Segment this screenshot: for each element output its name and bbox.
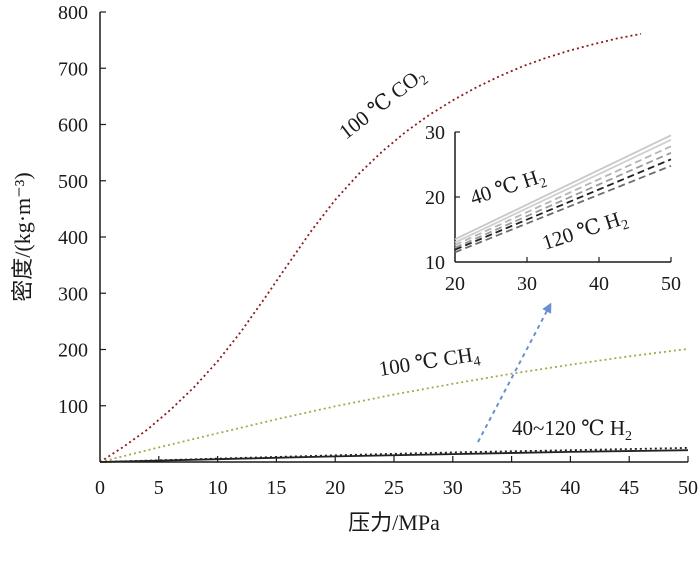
series-line-0 xyxy=(99,33,642,463)
series-line-1 xyxy=(99,348,689,463)
x-tick-label: 35 xyxy=(502,477,522,499)
y-tick-label: 700 xyxy=(58,58,88,80)
x-tick-label: 5 xyxy=(154,477,164,499)
h2-label: 40~120 ℃ H2 xyxy=(512,416,632,444)
inset-pointer-arrow xyxy=(477,302,552,443)
inset-x-tick-label: 50 xyxy=(661,273,681,295)
co2-label-text: 100 ℃ CO xyxy=(334,67,423,144)
inset-x-tick-label: 20 xyxy=(445,273,465,295)
x-axis-title: 压力/MPa xyxy=(348,510,440,535)
inset-series-line-2 xyxy=(454,145,672,246)
x-tick-label: 20 xyxy=(325,477,345,499)
y-axis-title: 密度/(kg·m⁻³) xyxy=(10,172,35,301)
y-tick-label: 400 xyxy=(58,227,88,249)
x-tick-label: 40 xyxy=(560,477,580,499)
inset-series-line-0 xyxy=(454,134,672,241)
inset-series-line-3 xyxy=(454,151,672,249)
y-tick-label: 200 xyxy=(58,340,88,362)
series-line-2 xyxy=(99,447,689,463)
inset-x-tick-label: 30 xyxy=(517,273,537,295)
x-tick-label: 45 xyxy=(619,477,639,499)
co2-label: 100 ℃ CO2 xyxy=(334,62,431,147)
x-tick-label: 15 xyxy=(266,477,286,499)
y-tick-label: 100 xyxy=(58,396,88,418)
inset-y-tick-label: 10 xyxy=(425,252,445,274)
x-tick-label: 30 xyxy=(443,477,463,499)
inset-background xyxy=(455,132,671,264)
inset-120c-label-sub: 2 xyxy=(620,217,631,233)
inset-y-tick-label: 30 xyxy=(425,122,445,144)
inset-y-tick-label: 20 xyxy=(425,187,445,209)
inset-series-line-5 xyxy=(454,164,672,254)
inset-series-line-4 xyxy=(454,158,672,251)
x-tick-label: 0 xyxy=(95,477,105,499)
ch4-label-sub: 4 xyxy=(473,354,482,370)
x-tick-label: 25 xyxy=(384,477,404,499)
y-tick-label: 600 xyxy=(58,115,88,137)
ch4-label: 100 ℃ CH4 xyxy=(377,341,482,385)
inset-40c-label-sub: 2 xyxy=(538,175,549,191)
ch4-label-text: 100 ℃ CH xyxy=(377,342,474,381)
y-tick-label: 300 xyxy=(58,283,88,305)
h2-label-sub: 2 xyxy=(625,429,632,444)
h2-label-text: 40~120 ℃ H xyxy=(512,416,625,440)
x-tick-label: 50 xyxy=(678,477,698,499)
main-axis-ticks: 0 5 10 15 20 25 30 35 40 45 50 100 200 300 400 500 600 70… xyxy=(58,2,698,499)
inset-series-line-1 xyxy=(454,138,672,244)
y-tick-label: 500 xyxy=(58,171,88,193)
main-series-group xyxy=(99,33,689,463)
inset-x-tick-label: 40 xyxy=(589,273,609,295)
y-tick-label: 800 xyxy=(58,2,88,24)
series-line-3 xyxy=(99,449,689,463)
x-tick-label: 10 xyxy=(208,477,228,499)
inset-series-group xyxy=(454,134,672,254)
